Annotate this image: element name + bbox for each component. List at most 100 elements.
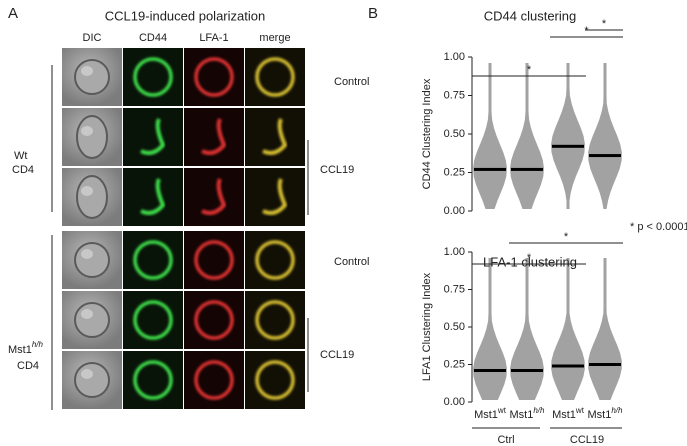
cell: [74, 362, 110, 398]
cell-signal: [194, 360, 234, 400]
point-cloud: [510, 63, 544, 209]
column-header: DIC: [83, 32, 102, 44]
cell-signal: [194, 240, 234, 280]
y-axis-label: CD44 Clustering Index: [421, 78, 433, 189]
cell-signal: [140, 118, 166, 155]
y-tick-label: 1.00: [444, 51, 465, 63]
y-tick-label: 0.75: [444, 89, 465, 101]
mean-bar: [511, 369, 543, 372]
mean-bar: [474, 369, 506, 372]
cell-signal: [262, 118, 288, 155]
group-label: Wt: [14, 150, 27, 162]
tile: [184, 291, 244, 349]
point-cloud: [588, 63, 622, 209]
tile: [184, 351, 244, 409]
cell-highlight: [81, 369, 93, 379]
tile: [123, 291, 183, 349]
micrographs: [62, 48, 305, 409]
x-group-label: Ctrl: [497, 434, 514, 446]
tile: [184, 108, 244, 166]
significance-label: *: [602, 18, 607, 30]
tile: [245, 168, 305, 226]
y-tick-label: 0.00: [444, 205, 465, 217]
cell-highlight: [81, 66, 93, 76]
y-axis-label: LFA1 Clustering Index: [421, 272, 433, 381]
x-tick-label: Mst1wt: [552, 406, 585, 421]
cell-signal: [194, 57, 234, 97]
y-tick-label: 0.25: [444, 166, 465, 178]
row-label: CCL19: [320, 164, 354, 176]
point-cloud: [473, 63, 507, 209]
significance-label: *: [584, 25, 589, 37]
panel-title: CCL19-induced polarization: [105, 8, 265, 23]
cell-signal: [255, 57, 295, 97]
point-cloud: [551, 258, 585, 400]
cell-signal: [255, 360, 295, 400]
cell-signal: [140, 178, 166, 215]
point-cloud: [473, 258, 507, 400]
cell-signal: [201, 118, 227, 155]
cell-highlight: [81, 309, 93, 319]
x-tick-label: Mst1h/h: [510, 406, 546, 421]
group-label: CD4: [12, 164, 34, 176]
mean-bar: [511, 167, 543, 171]
y-tick-label: 0.50: [444, 321, 465, 333]
row-label: Control: [334, 76, 369, 88]
tile: [245, 108, 305, 166]
tile: [245, 48, 305, 106]
mean-bar: [474, 167, 506, 171]
tile: [245, 351, 305, 409]
cell-highlight: [81, 249, 93, 259]
x-tick-label: Mst1h/h: [588, 406, 624, 421]
group-label-base: Mst1: [8, 344, 32, 356]
column-header: LFA-1: [199, 32, 228, 44]
cell: [76, 175, 108, 219]
cell-signal: [255, 240, 295, 280]
cell-signal: [133, 240, 173, 280]
tile: [184, 48, 244, 106]
tile: [184, 231, 244, 289]
y-tick-label: 0.50: [444, 128, 465, 140]
x-tick-sup: h/h: [611, 406, 623, 415]
x-tick-base: Mst1: [474, 409, 498, 421]
x-tick-sup: h/h: [533, 406, 545, 415]
x-group-label: CCL19: [570, 434, 604, 446]
panel-label: A: [8, 5, 18, 22]
chart-title: LFA-1 clustering: [483, 254, 577, 269]
cell: [74, 302, 110, 338]
mean-bar: [589, 154, 621, 158]
mean-bar: [589, 363, 621, 366]
group-lines: [51, 65, 622, 429]
tile: [123, 108, 183, 166]
column-header: merge: [259, 32, 290, 44]
significance-label: *: [527, 252, 532, 264]
cell-signal: [133, 300, 173, 340]
point-cloud: [588, 258, 622, 400]
point-cloud: [510, 258, 544, 400]
x-tick-base: Mst1: [510, 409, 534, 421]
column-header: CD44: [139, 32, 167, 44]
tile: [123, 231, 183, 289]
row-label: CCL19: [320, 349, 354, 361]
cell-signal: [255, 300, 295, 340]
group-label: CD4: [17, 360, 39, 372]
cell-signal: [133, 360, 173, 400]
cell-signal: [133, 57, 173, 97]
cell-signal: [262, 178, 288, 215]
row-label: Control: [334, 256, 369, 268]
x-tick-sup: wt: [575, 406, 585, 415]
cell-signal: [201, 178, 227, 215]
mean-bar: [552, 144, 584, 148]
x-tick-label: Mst1wt: [474, 406, 507, 421]
chart-title: CD44 clustering: [484, 8, 577, 23]
cell: [74, 59, 110, 95]
tile: [245, 231, 305, 289]
panel-label: B: [368, 5, 378, 22]
significance-label: *: [527, 64, 532, 76]
cell-highlight: [81, 186, 93, 196]
tile: [184, 168, 244, 226]
significance-label: *: [564, 231, 569, 243]
tile: [123, 48, 183, 106]
y-tick-label: 0.25: [444, 358, 465, 370]
